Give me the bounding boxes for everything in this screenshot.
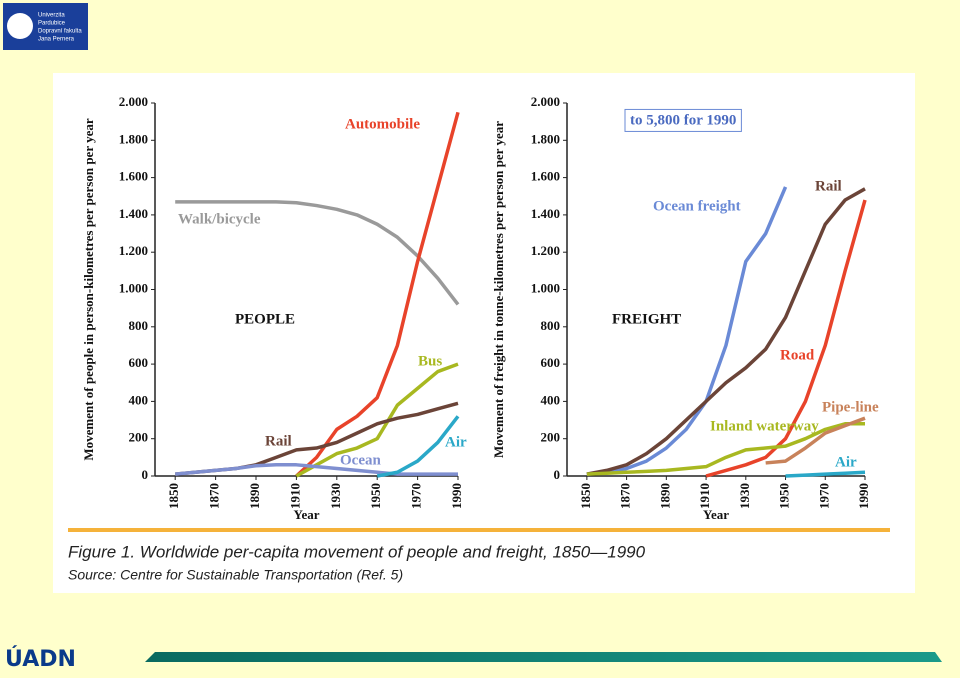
series-label: Ocean freight xyxy=(653,198,741,214)
x-tick-label: 1910 xyxy=(697,483,712,509)
x-tick-label: 1850 xyxy=(166,483,181,509)
y-tick-label: 0 xyxy=(142,467,149,482)
series-label: Rail xyxy=(265,433,292,449)
series-label: Inland waterway xyxy=(710,418,819,434)
x-tick-label: 1950 xyxy=(777,483,792,509)
logo-text: Dopravní fakulta xyxy=(38,29,82,35)
series-label: Ocean xyxy=(340,452,381,468)
logo-text: Jana Pernera xyxy=(38,37,75,43)
series-line xyxy=(785,470,866,478)
y-tick-label: 600 xyxy=(541,355,561,370)
x-tick-label: 1910 xyxy=(287,483,302,509)
y-tick-label: 1.600 xyxy=(531,169,560,184)
footer-bar xyxy=(145,652,942,662)
figure-panel xyxy=(53,73,915,593)
series-label: Pipe-line xyxy=(822,399,879,415)
x-tick-label: 1930 xyxy=(328,483,343,509)
y-tick-label: 1.400 xyxy=(531,206,560,221)
y-tick-label: 1.000 xyxy=(119,280,148,295)
x-tick-label: 1870 xyxy=(207,483,222,509)
figure-caption: Figure 1. Worldwide per-capita movement … xyxy=(68,542,646,561)
y-tick-label: 1.200 xyxy=(119,243,148,258)
series-label: Road xyxy=(780,347,815,363)
series-line xyxy=(175,200,460,306)
x-tick-label: 1950 xyxy=(368,483,383,509)
y-tick-label: 600 xyxy=(129,355,149,370)
series-line xyxy=(175,463,458,476)
x-tick-label: 1990 xyxy=(449,483,464,509)
y-tick-label: 1.200 xyxy=(531,243,560,258)
x-tick-label: 1970 xyxy=(409,483,424,509)
y-tick-label: 1.400 xyxy=(119,206,148,221)
series-label: Air xyxy=(835,454,857,470)
series-label: Rail xyxy=(815,178,842,194)
series-line xyxy=(295,111,460,478)
footer-logo: ÚADN xyxy=(5,646,76,672)
series-line xyxy=(705,199,867,478)
y-tick-label: 2.000 xyxy=(531,94,560,109)
y-tick-label: 0 xyxy=(554,467,561,482)
series-label: Walk/bicycle xyxy=(178,211,261,227)
y-tick-label: 1.800 xyxy=(119,131,148,146)
series-line xyxy=(586,187,866,476)
x-tick-label: 1890 xyxy=(247,483,262,509)
y-tick-label: 1.800 xyxy=(531,131,560,146)
x-tick-label: 1870 xyxy=(618,483,633,509)
x-tick-label: 1970 xyxy=(816,483,831,509)
series-line xyxy=(376,415,460,478)
y-tick-label: 1.000 xyxy=(531,280,560,295)
y-tick-label: 800 xyxy=(541,318,561,333)
x-tick-label: 1850 xyxy=(578,483,593,509)
series-label: Air xyxy=(445,434,467,450)
annotation: FREIGHT xyxy=(612,311,681,327)
figure-rule xyxy=(68,528,890,532)
x-tick-label: 1890 xyxy=(657,483,672,509)
series-label: Automobile xyxy=(345,116,420,132)
series-line xyxy=(586,422,865,476)
y-tick-label: 800 xyxy=(129,318,149,333)
y-tick-label: 2.000 xyxy=(119,94,148,109)
series-line xyxy=(295,362,459,478)
x-tick-label: 1930 xyxy=(737,483,752,509)
annotation-box xyxy=(624,108,742,132)
logo-text: Pardubice xyxy=(38,21,66,27)
x-axis-title: Year xyxy=(294,507,320,522)
x-tick-label: 1990 xyxy=(856,483,871,509)
series-label: Bus xyxy=(418,353,442,369)
y-tick-label: 1.600 xyxy=(119,169,148,184)
y-tick-label: 400 xyxy=(129,392,149,407)
logo-text: Univerzita xyxy=(38,13,65,19)
figure-source: Source: Centre for Sustainable Transport… xyxy=(68,567,403,583)
x-axis-title: Year xyxy=(703,507,729,522)
y-axis-title: Movement of people in person-kilometres … xyxy=(81,118,96,461)
y-axis-title: Movement of freight in tonne-kilometres … xyxy=(491,121,506,458)
annotation: PEOPLE xyxy=(235,311,295,327)
y-tick-label: 200 xyxy=(129,430,149,445)
series-line xyxy=(586,186,788,476)
y-tick-label: 400 xyxy=(541,392,561,407)
y-tick-label: 200 xyxy=(541,430,561,445)
annotation: to 5,800 for 1990 xyxy=(630,112,736,128)
logo-emblem xyxy=(7,13,33,39)
series-line xyxy=(765,416,866,465)
